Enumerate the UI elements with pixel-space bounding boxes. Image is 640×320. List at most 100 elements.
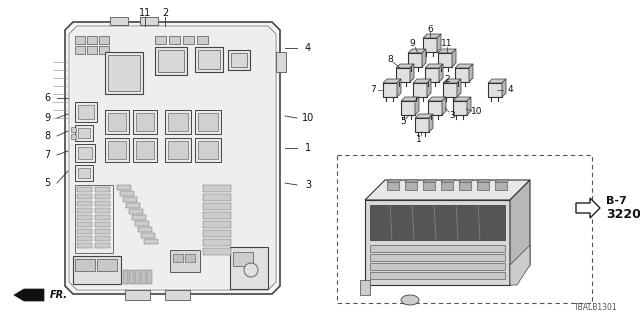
Circle shape [244, 263, 258, 277]
Bar [370, 263, 505, 270]
Bar [155, 36, 166, 44]
Bar [73, 256, 121, 284]
Bar [105, 110, 129, 134]
Polygon shape [365, 180, 530, 200]
Bar [141, 270, 146, 284]
Bar [155, 47, 187, 75]
Polygon shape [415, 114, 433, 118]
Bar [170, 250, 200, 272]
Text: 2: 2 [162, 8, 168, 18]
Text: 6: 6 [44, 93, 50, 103]
Text: 11: 11 [441, 39, 452, 49]
Bar [423, 38, 437, 52]
Polygon shape [422, 49, 426, 67]
Bar [87, 36, 97, 44]
Bar [183, 36, 194, 44]
Text: 11: 11 [139, 8, 151, 18]
Bar [105, 52, 143, 94]
Bar [136, 141, 154, 159]
Bar [129, 270, 134, 284]
Polygon shape [428, 97, 446, 101]
Bar [396, 68, 410, 82]
Bar [108, 113, 126, 131]
Bar [77, 229, 92, 234]
Bar [165, 138, 191, 162]
Polygon shape [383, 79, 401, 83]
Bar [415, 118, 429, 132]
Bar [71, 28, 274, 288]
Bar [165, 290, 190, 300]
Bar [77, 194, 92, 199]
Bar [198, 50, 220, 69]
Polygon shape [510, 245, 530, 285]
Bar [203, 203, 231, 210]
Bar [495, 182, 507, 190]
Bar [443, 83, 457, 97]
Bar [370, 254, 505, 261]
Bar [370, 245, 505, 252]
Bar [276, 52, 286, 72]
Polygon shape [401, 97, 419, 101]
Bar [140, 17, 158, 25]
Bar [71, 134, 76, 139]
Polygon shape [415, 97, 419, 115]
Text: 4: 4 [507, 85, 513, 94]
Bar [108, 141, 126, 159]
Bar [99, 36, 109, 44]
Bar [133, 110, 157, 134]
Text: 5: 5 [400, 117, 406, 126]
Polygon shape [495, 180, 509, 182]
Bar [203, 194, 231, 201]
Bar [413, 83, 427, 97]
Polygon shape [397, 79, 401, 97]
Bar [203, 212, 231, 219]
Bar [228, 50, 250, 70]
Bar [138, 227, 152, 232]
Polygon shape [452, 49, 456, 67]
Polygon shape [423, 34, 441, 38]
Bar [77, 201, 92, 206]
Bar [423, 182, 435, 190]
Text: 10: 10 [302, 113, 314, 123]
Bar [75, 185, 113, 253]
Polygon shape [467, 97, 471, 115]
Bar [120, 191, 134, 196]
Text: TBALB1301: TBALB1301 [574, 303, 618, 312]
Polygon shape [510, 180, 530, 285]
Bar [77, 236, 92, 241]
Bar [144, 239, 158, 244]
Bar [129, 209, 143, 214]
Bar [123, 270, 128, 284]
Polygon shape [410, 64, 414, 82]
Bar [75, 46, 85, 54]
Bar [75, 144, 95, 162]
Bar [203, 248, 231, 255]
Bar [370, 272, 505, 279]
Text: 4: 4 [305, 43, 311, 53]
Bar [99, 46, 109, 54]
Bar [441, 182, 453, 190]
Polygon shape [477, 180, 491, 182]
Bar [185, 254, 195, 262]
Text: 5: 5 [44, 178, 50, 188]
Polygon shape [408, 49, 426, 53]
Text: 10: 10 [471, 108, 483, 116]
Bar [126, 203, 140, 208]
Text: 9: 9 [409, 39, 415, 49]
Text: 9: 9 [44, 113, 50, 123]
Bar [455, 68, 469, 82]
Bar [337, 155, 592, 303]
Polygon shape [425, 64, 443, 68]
Polygon shape [502, 79, 506, 97]
Bar [165, 110, 191, 134]
Bar [168, 113, 188, 131]
Text: 6: 6 [427, 25, 433, 34]
Polygon shape [576, 198, 600, 218]
Bar [203, 230, 231, 237]
Bar [132, 215, 146, 220]
Bar [459, 182, 471, 190]
Polygon shape [423, 180, 437, 182]
Bar [405, 182, 417, 190]
Bar [75, 102, 97, 122]
Polygon shape [459, 180, 473, 182]
